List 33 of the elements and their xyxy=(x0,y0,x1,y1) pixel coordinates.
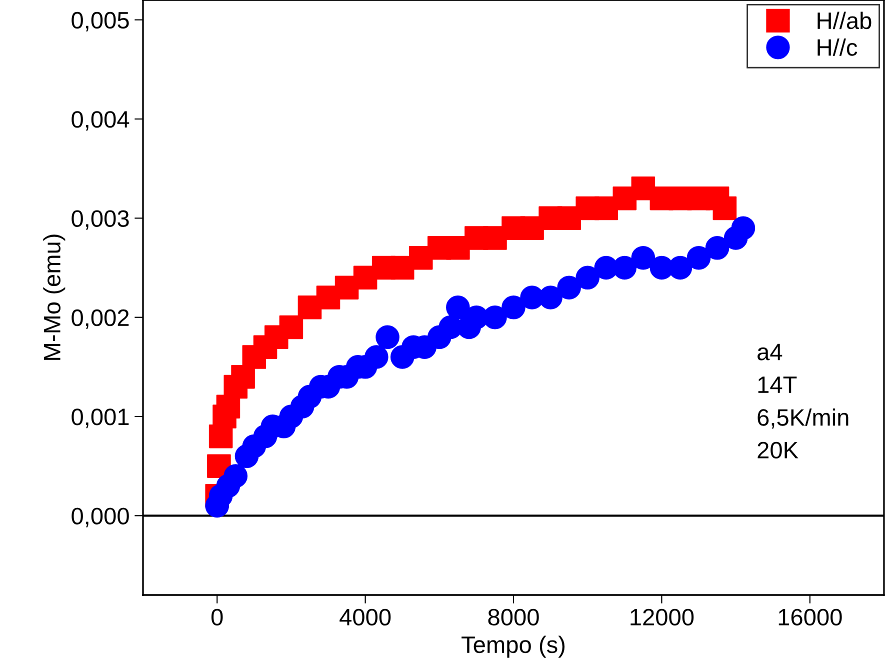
y-tick-label: 0,001 xyxy=(72,408,129,428)
point xyxy=(279,315,304,340)
point xyxy=(364,345,388,369)
point xyxy=(731,216,756,240)
annotation: 14T xyxy=(758,376,797,393)
point xyxy=(446,296,470,320)
point xyxy=(557,276,581,300)
x-tick-label: 4000 xyxy=(340,608,391,626)
y-tick-label: 0,003 xyxy=(72,210,129,230)
point xyxy=(576,266,600,290)
legend-label: H//ab xyxy=(818,12,872,30)
point xyxy=(224,464,248,488)
y-tick-label: 0,002 xyxy=(72,309,129,329)
point xyxy=(231,364,255,389)
y-axis-title: M-Mo (emu) xyxy=(43,234,66,360)
point xyxy=(712,196,737,220)
point xyxy=(376,325,400,350)
legend-label: H//c xyxy=(818,38,858,56)
point xyxy=(631,246,656,270)
annotation: 6,5K/min xyxy=(758,408,848,429)
point xyxy=(705,236,730,260)
x-tick-label: 12000 xyxy=(630,608,694,626)
point xyxy=(686,246,711,270)
y-tick-label: 0,004 xyxy=(72,111,130,131)
x-tick-label: 16000 xyxy=(778,608,842,626)
point xyxy=(502,296,526,320)
y-tick-label: 0,005 xyxy=(72,12,129,32)
x-tick-label: 8000 xyxy=(488,608,539,626)
annotation: 20K xyxy=(758,442,798,459)
x-axis-title: Tempo (s) xyxy=(462,636,565,658)
x-tick-label: 0 xyxy=(211,608,223,626)
y-tick-label: 0,000 xyxy=(72,508,129,528)
annotation: a4 xyxy=(758,344,782,360)
